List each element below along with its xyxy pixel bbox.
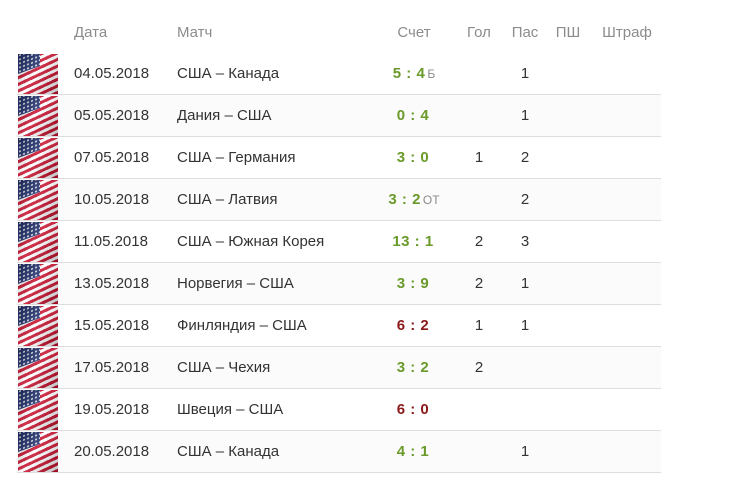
match-link[interactable]: Дания – США xyxy=(177,107,272,124)
usa-flag-icon xyxy=(18,53,58,94)
assists-value: 2 xyxy=(520,191,530,208)
table-row: 17.05.2018 США – Чехия 3 : 2 2 xyxy=(17,347,661,389)
usa-flag-icon xyxy=(18,179,58,220)
assists-value: 3 xyxy=(520,233,530,250)
usa-flag-icon xyxy=(18,431,58,472)
usa-flag-icon xyxy=(18,95,58,136)
match-score[interactable]: 4 : 1 xyxy=(396,443,430,460)
match-link[interactable]: США – Чехия xyxy=(177,359,271,376)
match-date: 17.05.2018 xyxy=(74,359,150,376)
table-row: 13.05.2018 Норвегия – США 3 : 9 2 1 xyxy=(17,263,661,305)
match-date: 07.05.2018 xyxy=(74,149,150,166)
assists-value: 1 xyxy=(520,107,530,124)
goals-value: 2 xyxy=(474,359,484,376)
usa-flag-icon xyxy=(18,221,58,262)
match-date: 19.05.2018 xyxy=(74,401,150,418)
goals-value: 1 xyxy=(474,317,484,334)
match-score[interactable]: 0 : 4 xyxy=(396,107,430,124)
header-pp: ПШ xyxy=(555,24,581,41)
table-row: 19.05.2018 Швеция – США 6 : 0 xyxy=(17,389,661,431)
match-score[interactable]: 5 : 4 xyxy=(392,65,426,82)
table-row: 07.05.2018 США – Германия 3 : 0 1 2 xyxy=(17,137,661,179)
match-date: 05.05.2018 xyxy=(74,107,150,124)
match-score[interactable]: 6 : 2 xyxy=(396,317,430,334)
score-suffix: Б xyxy=(427,67,436,81)
match-score[interactable]: 3 : 0 xyxy=(396,149,430,166)
match-link[interactable]: США – Латвия xyxy=(177,191,278,208)
match-link[interactable]: США – Канада xyxy=(177,443,280,460)
table-row: 20.05.2018 США – Канада 4 : 1 1 xyxy=(17,431,661,473)
header-goals: Гол xyxy=(467,24,491,41)
score-suffix: ОТ xyxy=(422,193,440,207)
header-pim: Штраф xyxy=(602,24,652,41)
match-score[interactable]: 13 : 1 xyxy=(392,233,434,250)
match-score[interactable]: 6 : 0 xyxy=(396,401,430,418)
usa-flag-icon xyxy=(18,389,58,430)
usa-flag-icon xyxy=(18,305,58,346)
match-link[interactable]: Финляндия – США xyxy=(177,317,307,334)
usa-flag-icon xyxy=(18,137,58,178)
match-date: 11.05.2018 xyxy=(74,233,148,250)
header-match: Матч xyxy=(177,24,213,41)
match-date: 13.05.2018 xyxy=(74,275,150,292)
match-link[interactable]: США – Канада xyxy=(177,65,280,82)
match-date: 20.05.2018 xyxy=(74,443,150,460)
assists-value: 1 xyxy=(520,317,530,334)
match-date: 04.05.2018 xyxy=(74,65,150,82)
header-flag-spacer xyxy=(17,12,74,53)
assists-value: 1 xyxy=(520,65,530,82)
header-score: Счет xyxy=(397,24,431,41)
header-assists: Пас xyxy=(511,24,539,41)
goals-value: 2 xyxy=(474,233,484,250)
table-row: 10.05.2018 США – Латвия 3 : 2 ОТ 2 xyxy=(17,179,661,221)
table-row: 11.05.2018 США – Южная Корея 13 : 1 2 3 xyxy=(17,221,661,263)
table-row: 05.05.2018 Дания – США 0 : 4 1 xyxy=(17,95,661,137)
match-link[interactable]: США – Южная Корея xyxy=(177,233,325,250)
match-link[interactable]: Швеция – США xyxy=(177,401,284,418)
assists-value: 2 xyxy=(520,149,530,166)
match-stats-table: Дата Матч Счет Гол Пас ПШ Штраф 04.05.20… xyxy=(17,12,661,473)
goals-value: 2 xyxy=(474,275,484,292)
usa-flag-icon xyxy=(18,347,58,388)
match-link[interactable]: Норвегия – США xyxy=(177,275,294,292)
usa-flag-icon xyxy=(18,263,58,304)
table-row: 15.05.2018 Финляндия – США 6 : 2 1 1 xyxy=(17,305,661,347)
match-link[interactable]: США – Германия xyxy=(177,149,296,166)
assists-value: 1 xyxy=(520,443,530,460)
table-header: Дата Матч Счет Гол Пас ПШ Штраф xyxy=(17,12,661,53)
match-score[interactable]: 3 : 2 xyxy=(388,191,421,208)
match-score[interactable]: 3 : 9 xyxy=(396,275,430,292)
assists-value: 1 xyxy=(520,275,530,292)
match-score[interactable]: 3 : 2 xyxy=(396,359,430,376)
header-date: Дата xyxy=(74,24,108,41)
match-date: 10.05.2018 xyxy=(74,191,150,208)
goals-value: 1 xyxy=(474,149,484,166)
match-date: 15.05.2018 xyxy=(74,317,150,334)
